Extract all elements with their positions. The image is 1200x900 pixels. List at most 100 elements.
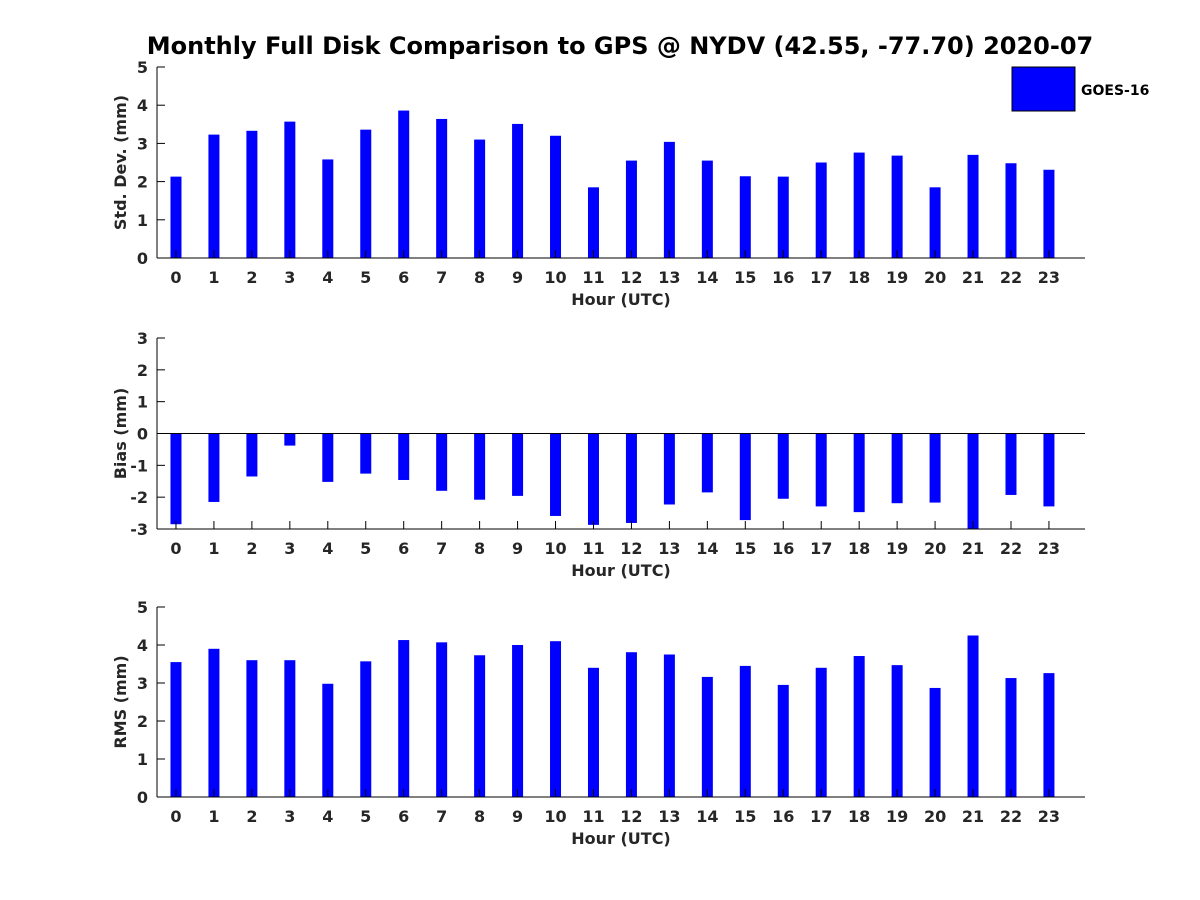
rms-bar-9 <box>512 645 524 797</box>
rms-x-tick-label: 5 <box>360 807 371 826</box>
bias-bar-10 <box>550 433 562 516</box>
std-dev-bar-5 <box>360 129 372 258</box>
bias-x-tick-label: 5 <box>360 539 371 558</box>
rms-x-axis-label: Hour (UTC) <box>571 829 671 848</box>
bias-y-axis-label: Bias (mm) <box>111 388 130 480</box>
rms-x-tick-label: 9 <box>512 807 523 826</box>
std-dev-bar-10 <box>550 135 562 258</box>
rms-x-tick-label: 0 <box>170 807 181 826</box>
bias-y-tick-label: 1 <box>137 393 148 412</box>
std-dev-x-tick-label: 19 <box>886 268 908 287</box>
bias-y-tick-label: 2 <box>137 361 148 380</box>
bias-bar-17 <box>815 433 827 507</box>
bias-x-tick-label: 19 <box>886 539 908 558</box>
rms-x-tick-label: 17 <box>810 807 832 826</box>
std-dev-x-tick-label: 0 <box>170 268 181 287</box>
std-dev-y-tick-label: 2 <box>137 173 148 192</box>
rms-bar-19 <box>891 665 903 797</box>
bias-bar-18 <box>853 433 865 513</box>
rms-x-tick-label: 1 <box>208 807 219 826</box>
rms-bar-12 <box>625 652 637 797</box>
bias-y-tick-label: -3 <box>130 520 148 539</box>
std-dev-bar-6 <box>398 110 410 258</box>
rms-x-tick-label: 21 <box>962 807 984 826</box>
std-dev-bar-8 <box>474 139 486 258</box>
rms-bar-7 <box>436 642 448 797</box>
bias-bar-15 <box>739 433 751 521</box>
bias-x-tick-label: 15 <box>734 539 756 558</box>
rms-x-tick-label: 23 <box>1038 807 1060 826</box>
std-dev-x-tick-label: 5 <box>360 268 371 287</box>
std-dev-x-tick-label: 18 <box>848 268 870 287</box>
bias-bar-19 <box>891 433 903 504</box>
rms-x-tick-label: 19 <box>886 807 908 826</box>
std-dev-bar-22 <box>1005 163 1017 258</box>
std-dev-x-axis-label: Hour (UTC) <box>571 290 671 309</box>
rms-bar-18 <box>853 656 865 797</box>
std-dev-x-tick-label: 2 <box>246 268 257 287</box>
bias-x-tick-label: 14 <box>696 539 718 558</box>
std-dev-y-tick-label: 4 <box>137 96 148 115</box>
bias-x-tick-label: 11 <box>582 539 604 558</box>
std-dev-x-tick-label: 12 <box>620 268 642 287</box>
rms-bar-6 <box>398 640 410 797</box>
bias-bar-1 <box>208 433 220 502</box>
std-dev-y-axis-label: Std. Dev. (mm) <box>111 95 130 230</box>
bias-bar-2 <box>246 433 258 477</box>
bias-x-tick-label: 3 <box>284 539 295 558</box>
bias-y-tick-label: -2 <box>130 488 148 507</box>
rms-bar-8 <box>474 655 486 797</box>
std-dev-x-tick-label: 3 <box>284 268 295 287</box>
rms-bar-22 <box>1005 678 1017 797</box>
rms-y-axis-label: RMS (mm) <box>111 655 130 748</box>
bias-bar-6 <box>398 433 410 480</box>
std-dev-x-tick-label: 20 <box>924 268 946 287</box>
bias-bar-7 <box>436 433 448 491</box>
rms-y-tick-label: 1 <box>137 750 148 769</box>
rms-bar-17 <box>815 667 827 797</box>
bias-x-tick-label: 4 <box>322 539 333 558</box>
bias-x-tick-label: 23 <box>1038 539 1060 558</box>
legend-swatch-goes16 <box>1011 66 1076 112</box>
bias-bar-3 <box>284 433 296 446</box>
rms-x-tick-label: 2 <box>246 807 257 826</box>
std-dev-y-tick-label: 0 <box>137 249 148 268</box>
std-dev-bar-17 <box>815 162 827 258</box>
std-dev-x-tick-label: 6 <box>398 268 409 287</box>
std-dev-x-tick-label: 4 <box>322 268 333 287</box>
rms-bar-11 <box>587 667 599 797</box>
rms-x-tick-label: 3 <box>284 807 295 826</box>
std-dev-bar-0 <box>170 176 182 258</box>
bias-x-tick-label: 17 <box>810 539 832 558</box>
bias-x-tick-label: 16 <box>772 539 794 558</box>
rms-x-tick-label: 12 <box>620 807 642 826</box>
rms-bar-2 <box>246 660 258 797</box>
std-dev-bar-7 <box>436 118 448 258</box>
std-dev-bar-16 <box>777 176 789 258</box>
std-dev-x-tick-label: 21 <box>962 268 984 287</box>
std-dev-bar-15 <box>739 176 751 258</box>
rms-x-tick-label: 7 <box>436 807 447 826</box>
bias-x-tick-label: 9 <box>512 539 523 558</box>
std-dev-bar-2 <box>246 130 258 258</box>
rms-x-tick-label: 20 <box>924 807 946 826</box>
bias-x-tick-label: 20 <box>924 539 946 558</box>
bias-bar-13 <box>663 433 675 505</box>
bias-x-tick-label: 8 <box>474 539 485 558</box>
std-dev-bar-12 <box>625 160 637 258</box>
rms-x-tick-label: 22 <box>1000 807 1022 826</box>
rms-y-tick-label: 0 <box>137 788 148 807</box>
rms-bar-0 <box>170 662 182 797</box>
bias-x-tick-label: 7 <box>436 539 447 558</box>
std-dev-bar-1 <box>208 134 220 258</box>
rms-x-tick-label: 15 <box>734 807 756 826</box>
bias-x-tick-label: 18 <box>848 539 870 558</box>
rms-bar-3 <box>284 660 296 797</box>
rms-bar-16 <box>777 684 789 797</box>
rms-x-tick-label: 14 <box>696 807 718 826</box>
bias-bar-5 <box>360 433 372 474</box>
figure-title: Monthly Full Disk Comparison to GPS @ NY… <box>147 32 1093 60</box>
rms-x-tick-label: 16 <box>772 807 794 826</box>
